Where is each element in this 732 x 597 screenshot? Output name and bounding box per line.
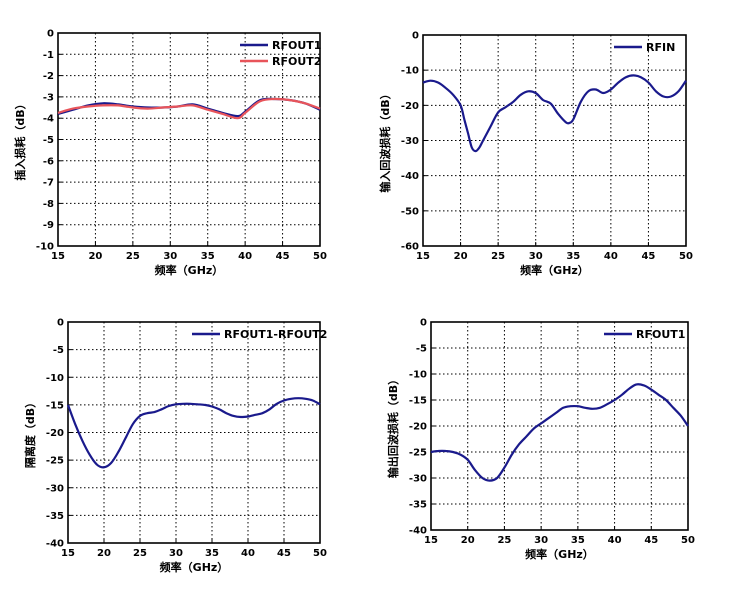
x-tick-label: 15 <box>416 251 430 262</box>
x-axis-label: 频率（GHz） <box>520 263 589 277</box>
x-tick-label: 15 <box>424 535 438 546</box>
y-tick-label: -40 <box>46 539 64 550</box>
y-tick-label: -3 <box>43 92 54 103</box>
legend-label: RFIN <box>646 41 675 54</box>
x-tick-label: 35 <box>205 548 219 559</box>
y-tick-label: 0 <box>47 29 54 40</box>
x-tick-label: 40 <box>608 535 622 546</box>
y-tick-label: -10 <box>401 66 419 77</box>
x-tick-label: 35 <box>566 251 580 262</box>
y-tick-label: -5 <box>43 135 54 146</box>
y-tick-label: 0 <box>412 31 419 42</box>
chart-4: 15 20 25 30 35 40 45 50 0 -5 -10 -15 -20 -25 -30 -35 -40… <box>386 318 695 562</box>
x-tick-label: 20 <box>88 251 102 262</box>
y-tick-label: -35 <box>46 511 64 522</box>
legend-label: RFOUT1 <box>272 39 321 52</box>
x-tick-label: 45 <box>644 535 658 546</box>
x-tick-label: 45 <box>276 251 290 262</box>
y-axis-label: 输出回波损耗（dB） <box>386 374 400 478</box>
y-axis-label: 输入回波损耗（dB） <box>378 88 392 192</box>
series-line-rfout1 <box>57 97 321 118</box>
x-tick-label: 30 <box>534 535 548 546</box>
y-tick-label: -50 <box>401 206 419 217</box>
y-tick-label: 0 <box>57 318 64 329</box>
legend-label: RFOUT1-RFOUT2 <box>224 328 327 341</box>
y-axis-label: 隔离度（dB） <box>23 397 37 468</box>
y-tick-label: -9 <box>43 220 54 231</box>
x-tick-label: 35 <box>201 251 215 262</box>
chart-1: 15 20 25 30 35 40 45 50 0 -1 -2 -3 -4 -5 -6 -7 -8 -9 -10 频率… <box>13 29 327 278</box>
y-tick-label: -10 <box>46 373 64 384</box>
y-tick-label: -35 <box>409 500 427 511</box>
x-tick-label: 50 <box>313 251 327 262</box>
x-tick-label: 30 <box>529 251 543 262</box>
y-axis-label: 插入损耗（dB） <box>13 98 27 180</box>
y-tick-label: -8 <box>43 199 54 210</box>
y-tick-label: -30 <box>409 474 427 485</box>
x-axis-label: 频率（GHz） <box>160 560 229 574</box>
x-tick-label: 15 <box>51 251 65 262</box>
y-tick-label: -20 <box>46 428 64 439</box>
x-tick-label: 35 <box>571 535 585 546</box>
legend-label: RFOUT2 <box>272 55 321 68</box>
x-tick-label: 45 <box>277 548 291 559</box>
series-line-rfout1 <box>430 383 689 482</box>
y-tick-label: -25 <box>46 456 64 467</box>
x-tick-label: 30 <box>169 548 183 559</box>
y-tick-label: -10 <box>36 242 54 253</box>
y-tick-label: -5 <box>53 345 64 356</box>
x-tick-label: 20 <box>454 251 468 262</box>
series-line-rfout2 <box>57 97 321 120</box>
x-tick-label: 50 <box>313 548 327 559</box>
y-tick-label: -2 <box>43 71 54 82</box>
plot-frame <box>67 321 321 544</box>
x-tick-label: 20 <box>461 535 475 546</box>
y-tick-label: -25 <box>409 448 427 459</box>
y-tick-label: -10 <box>409 370 427 381</box>
x-tick-label: 25 <box>497 535 511 546</box>
chart-2: 15 20 25 30 35 40 45 50 0 -10 -20 -30 -40 -50 -60 频率（GH… <box>378 31 693 278</box>
x-tick-label: 50 <box>679 251 693 262</box>
y-tick-label: -6 <box>43 156 54 167</box>
chart-3: 15 20 25 30 35 40 45 50 0 -5 -10 -15 -20 -25 -30 -35 -40… <box>23 318 327 575</box>
legend-label: RFOUT1 <box>636 328 685 341</box>
x-tick-label: 25 <box>491 251 505 262</box>
y-tick-label: -20 <box>409 422 427 433</box>
x-axis-label: 频率（GHz） <box>525 547 594 561</box>
y-tick-label: -5 <box>416 344 427 355</box>
x-tick-label: 40 <box>238 251 252 262</box>
x-tick-label: 40 <box>604 251 618 262</box>
plot-frame <box>422 34 687 247</box>
series-line-rfout1-rfout2 <box>66 397 321 469</box>
y-tick-label: -20 <box>401 101 419 112</box>
y-tick-label: -60 <box>401 242 419 253</box>
y-tick-label: -30 <box>46 483 64 494</box>
y-tick-label: 0 <box>420 318 427 329</box>
x-tick-label: 25 <box>126 251 140 262</box>
x-tick-label: 45 <box>641 251 655 262</box>
y-tick-label: -4 <box>43 114 54 125</box>
x-tick-label: 15 <box>61 548 75 559</box>
series-line-rfin <box>422 74 687 153</box>
y-tick-label: -40 <box>401 171 419 182</box>
y-tick-label: -15 <box>46 400 64 411</box>
y-tick-label: -15 <box>409 396 427 407</box>
x-tick-label: 20 <box>97 548 111 559</box>
x-axis-label: 频率（GHz） <box>155 263 224 277</box>
y-tick-label: -1 <box>43 50 54 61</box>
y-tick-label: -40 <box>409 526 427 537</box>
y-tick-label: -30 <box>401 136 419 147</box>
x-tick-label: 50 <box>681 535 695 546</box>
y-tick-label: -7 <box>43 178 54 189</box>
x-tick-label: 25 <box>133 548 147 559</box>
x-tick-label: 40 <box>241 548 255 559</box>
x-tick-label: 30 <box>163 251 177 262</box>
